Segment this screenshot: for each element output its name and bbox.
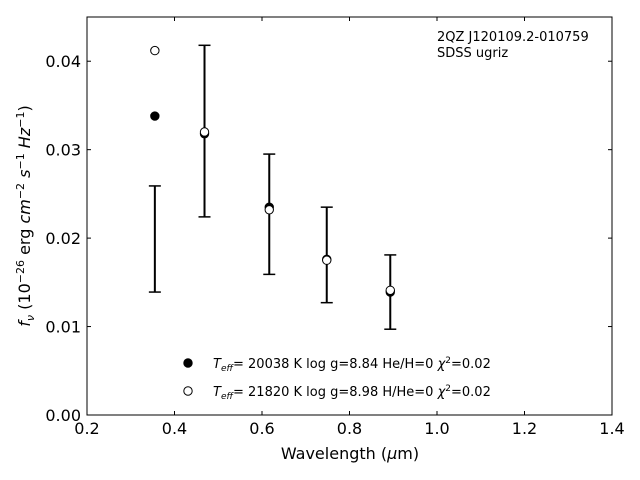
legend-label-db: Teff= 21820 K log g=8.98 H/He=0 χ2=0.02 [213, 384, 491, 402]
legend-label-da: Teff= 20038 K log g=8.84 He/H=0 χ2=0.02 [213, 356, 491, 374]
model-db-point [264, 205, 274, 215]
annotation-line-1: 2QZ J120109.2-010759 [437, 30, 589, 45]
y-axis-label: fν (10−26 erg cm−2 s−1 Hz−1) [14, 105, 37, 326]
annotation-line-2: SDSS ugriz [437, 46, 508, 61]
model-db-point [385, 285, 395, 295]
plot-frame [86, 16, 613, 416]
model-da-point [150, 111, 160, 121]
x-tick-label: 0.2 [74, 419, 99, 438]
y-tick-label: 0.02 [45, 229, 81, 248]
model-db-point [199, 127, 210, 137]
x-tick-label: 0.8 [337, 419, 362, 438]
x-tick-label: 1.2 [512, 419, 537, 438]
legend-marker-da [183, 358, 193, 368]
x-axis-label: Wavelength (μm) [281, 444, 419, 463]
x-tick-label: 0.6 [249, 419, 274, 438]
model-db-point [150, 45, 160, 56]
legend: Teff= 20038 K log g=8.84 He/H=0 χ2=0.02 … [183, 356, 491, 402]
x-tick-label: 0.4 [162, 419, 187, 438]
y-tick-label: 0.01 [45, 318, 81, 337]
axis-ticks: 0.2 0.4 0.6 0.8 1.0 1.2 1.4 0.00 0.01 0.02 0.03 0.0… [45, 17, 625, 438]
x-tick-label: 1.0 [424, 419, 449, 438]
y-tick-label: 0.04 [45, 52, 81, 71]
model-db-point [322, 255, 332, 265]
legend-marker-db [183, 386, 193, 396]
y-tick-label: 0.00 [45, 406, 81, 425]
chart-marks [148, 44, 397, 330]
y-tick-label: 0.03 [45, 141, 81, 160]
x-tick-label: 1.4 [599, 419, 624, 438]
